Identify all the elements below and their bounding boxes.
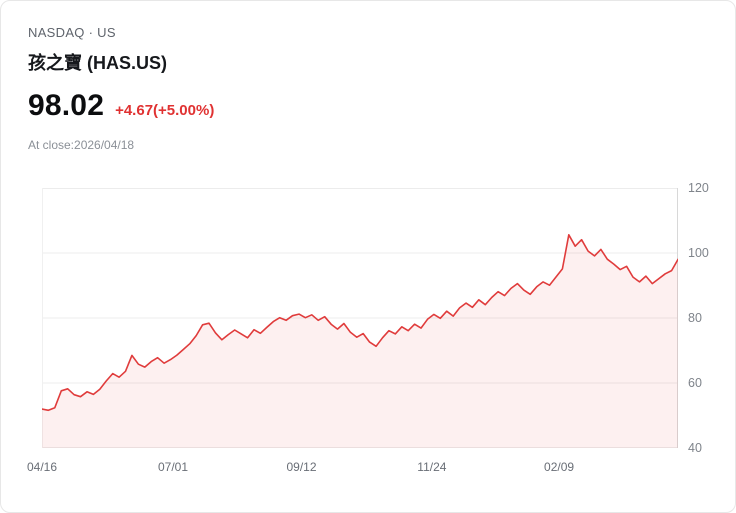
area-fill: [42, 234, 678, 448]
exchange-label: NASDAQ · US: [28, 25, 116, 40]
x-axis-label: 02/09: [544, 460, 575, 474]
price-value: 98.02: [28, 89, 105, 122]
x-axis-label: 09/12: [286, 460, 317, 474]
stock-title: 孩之寶 (HAS.US): [28, 53, 167, 73]
price-change: +4.67(+5.00%): [115, 102, 215, 119]
x-axis-label: 07/01: [158, 460, 189, 474]
x-axis-labels: 04/16 07/01 09/12 11/24 02/09: [27, 459, 678, 479]
y-axis-labels: 120 100 80 60 40: [688, 181, 733, 455]
y-axis-label: 100: [688, 246, 709, 260]
price-row: 98.02 +4.67(+5.00%): [28, 91, 735, 121]
y-axis-label: 120: [688, 181, 709, 195]
y-axis-label: 80: [688, 311, 702, 325]
close-time-label: At close:2026/04/18: [28, 138, 135, 152]
price-line: [42, 233, 678, 412]
x-axis-label: 11/24: [417, 460, 447, 474]
y-axis-label: 60: [688, 376, 702, 390]
x-axis-label: 04/16: [26, 460, 58, 474]
y-axis-label: 40: [688, 441, 702, 455]
price-chart-svg: [42, 188, 678, 448]
price-chart: 120 100 80 60 40 04/16 07/01 09/12 11/24 02/09: [1, 181, 735, 488]
price-chart-plot[interactable]: [42, 188, 678, 448]
